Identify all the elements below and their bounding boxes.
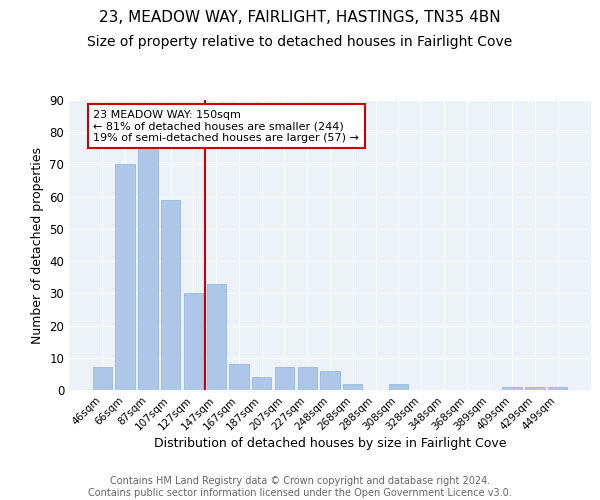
Bar — [138, 148, 158, 390]
Y-axis label: Number of detached properties: Number of detached properties — [31, 146, 44, 344]
Bar — [115, 164, 135, 390]
Bar — [343, 384, 362, 390]
Bar — [161, 200, 181, 390]
Bar — [525, 387, 545, 390]
Bar — [320, 370, 340, 390]
Text: 23, MEADOW WAY, FAIRLIGHT, HASTINGS, TN35 4BN: 23, MEADOW WAY, FAIRLIGHT, HASTINGS, TN3… — [99, 10, 501, 25]
X-axis label: Distribution of detached houses by size in Fairlight Cove: Distribution of detached houses by size … — [154, 438, 506, 450]
Bar — [502, 387, 522, 390]
Bar — [548, 387, 567, 390]
Bar — [184, 294, 203, 390]
Bar — [206, 284, 226, 390]
Text: Contains HM Land Registry data © Crown copyright and database right 2024.
Contai: Contains HM Land Registry data © Crown c… — [88, 476, 512, 498]
Bar — [298, 368, 317, 390]
Bar — [252, 377, 271, 390]
Bar — [389, 384, 408, 390]
Bar — [275, 368, 294, 390]
Bar — [93, 368, 112, 390]
Text: 23 MEADOW WAY: 150sqm
← 81% of detached houses are smaller (244)
19% of semi-det: 23 MEADOW WAY: 150sqm ← 81% of detached … — [93, 110, 359, 143]
Bar — [229, 364, 248, 390]
Text: Size of property relative to detached houses in Fairlight Cove: Size of property relative to detached ho… — [88, 35, 512, 49]
